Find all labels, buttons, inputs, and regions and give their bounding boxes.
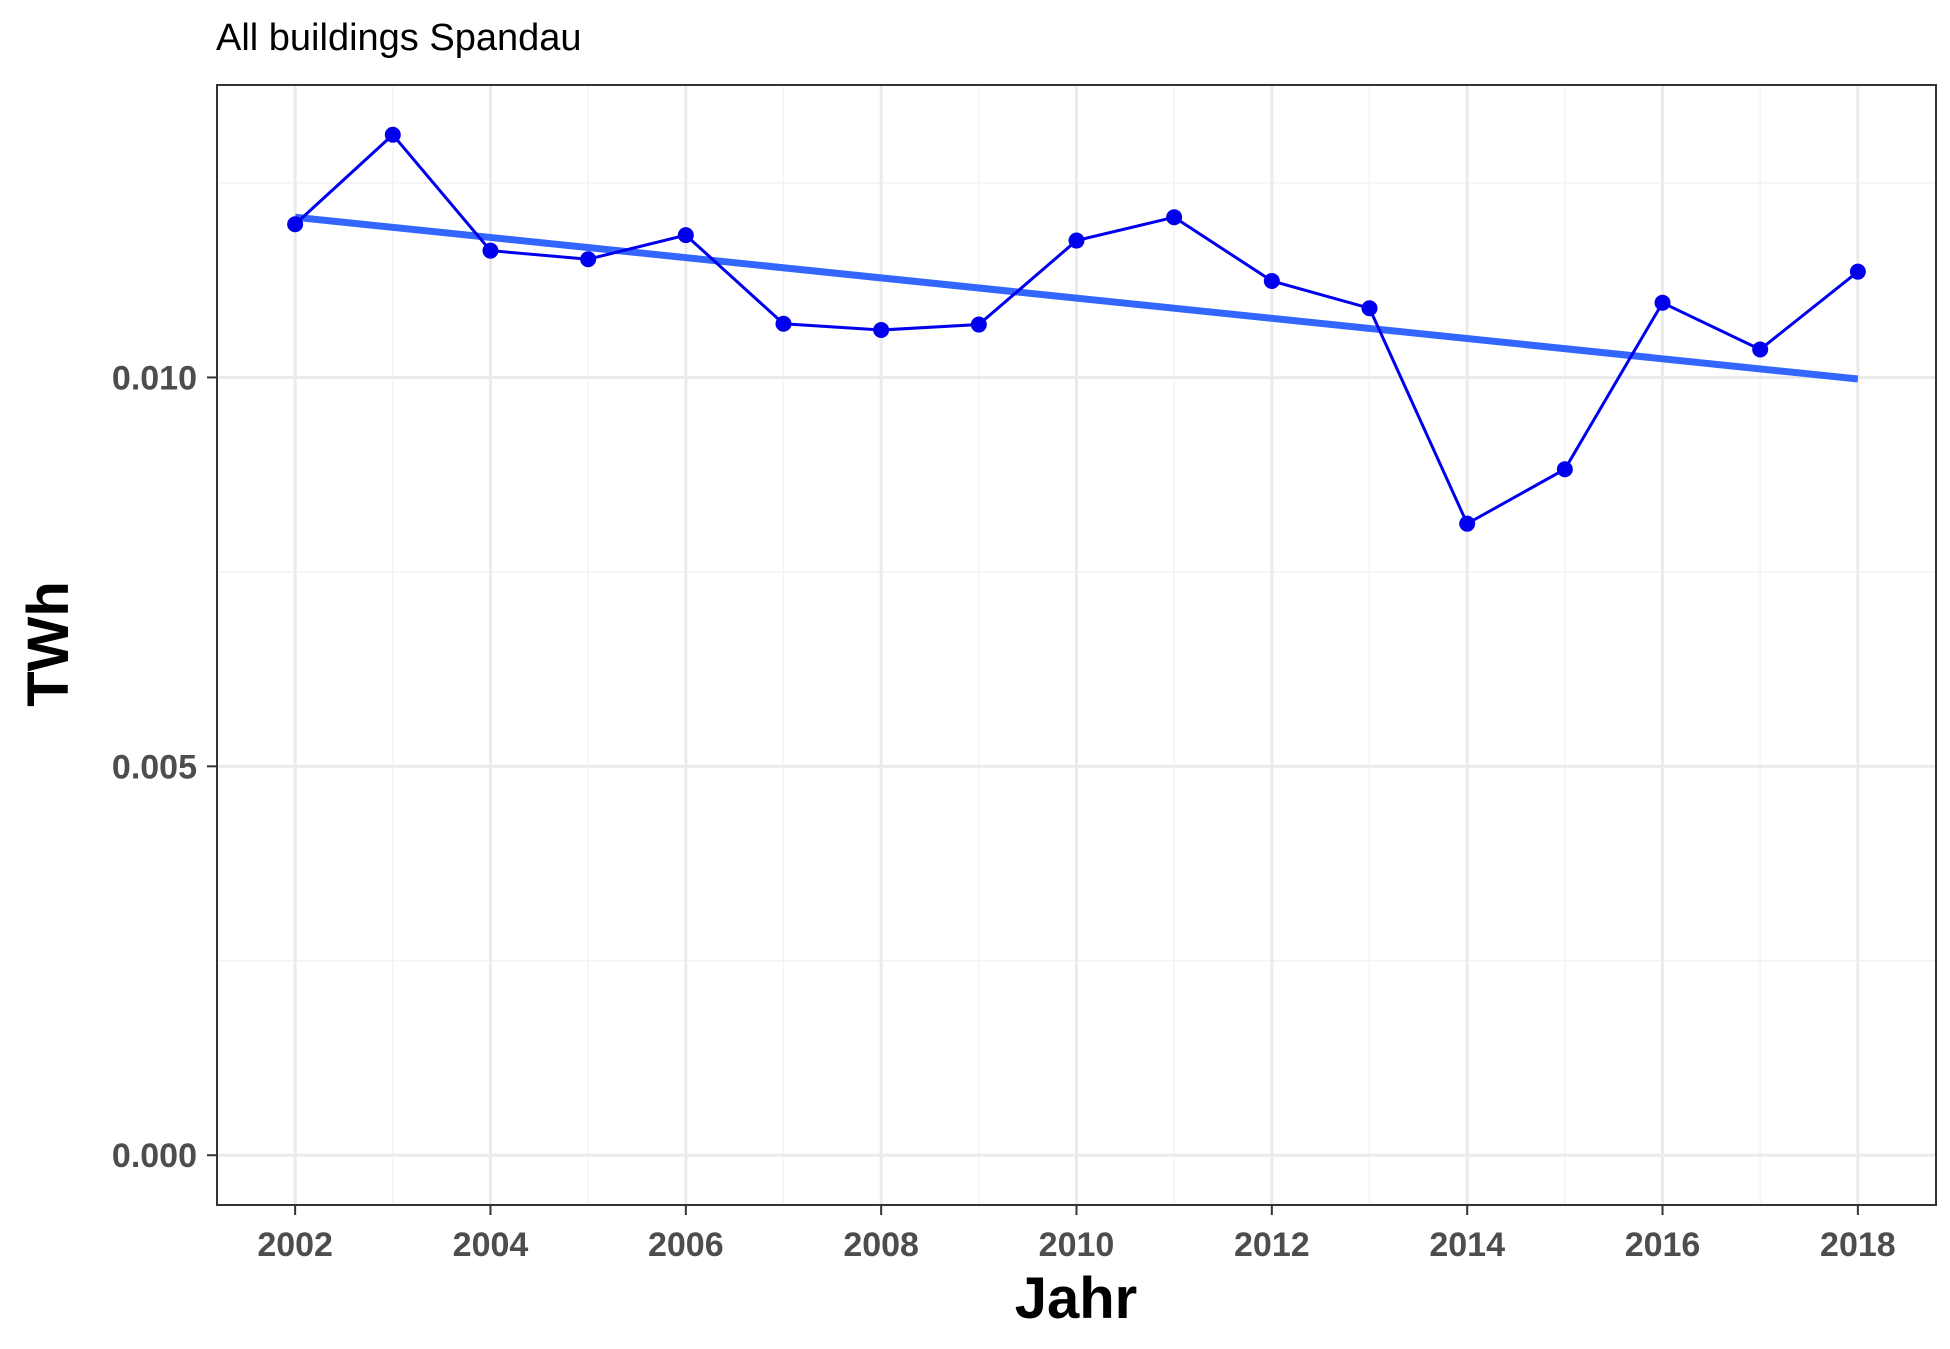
x-tick-label: 2012 [1234,1226,1310,1264]
data-point [1654,294,1671,311]
trend-line [294,213,1859,383]
chart-title: All buildings Spandau [216,17,582,59]
x-tick-label: 2014 [1429,1226,1505,1264]
series-layer [287,126,1866,532]
data-point [677,227,694,244]
x-axis-title: Jahr [1015,1266,1138,1331]
x-tick-label: 2016 [1625,1226,1701,1264]
data-point [580,251,597,268]
data-point [1849,263,1866,280]
grid-lines [217,85,1936,1205]
data-point [1361,300,1378,317]
data-point [775,315,792,332]
x-tick-label: 2002 [257,1226,333,1264]
trend-layer [294,213,1859,383]
data-point [1556,461,1573,478]
data-point [1068,232,1085,249]
data-point [384,126,401,143]
x-tick-label: 2004 [453,1226,529,1264]
axis-ticks: 2002 2004 2006 2008 2010 2012 2014 2016 2018 0.00… [112,359,1896,1264]
x-tick-label: 2010 [1039,1226,1115,1264]
data-point [1263,273,1280,289]
x-tick-label: 2008 [843,1226,919,1264]
y-axis-title: TWh [16,581,81,707]
x-tick-label: 2006 [648,1226,724,1264]
data-point [1166,209,1183,226]
data-point [970,316,987,333]
data-point [287,216,304,233]
data-point [1459,515,1476,532]
x-tick-label: 2018 [1820,1226,1896,1264]
data-point [1752,341,1769,358]
y-tick-label: 0.000 [112,1137,197,1175]
data-point [873,322,890,338]
y-tick-label: 0.010 [112,359,197,397]
y-tick-label: 0.005 [112,748,197,786]
data-point [482,242,499,259]
